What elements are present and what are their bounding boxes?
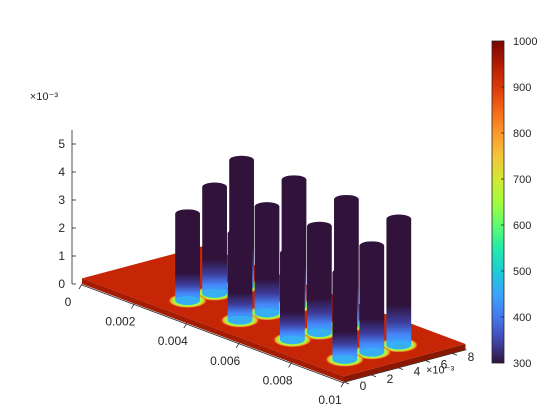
pillar-body — [332, 272, 358, 360]
axes — [71, 130, 467, 388]
colorbar-ticks: 300 400 500 600 700 800 900 1000 — [501, 36, 537, 370]
x-tick-label: 0.006 — [210, 354, 240, 368]
colorbar-tick-label: 400 — [513, 312, 531, 324]
y-tick — [343, 381, 350, 385]
x-tick-label: 0.01 — [318, 393, 342, 407]
colorbar-tick-label: 1000 — [513, 36, 537, 48]
pillar-top-cap — [227, 228, 253, 238]
pillar-top-cap — [386, 214, 412, 224]
colorbar-tick-label: 600 — [513, 220, 531, 232]
pillar-body — [227, 233, 253, 321]
y-tick-label: 4 — [414, 365, 421, 379]
y-tick-label: 6 — [441, 357, 448, 371]
pillar-body — [202, 187, 227, 294]
pillar-top-cap — [334, 194, 359, 204]
colorbar-tick-label: 900 — [513, 82, 531, 94]
z-tick-label: 1 — [58, 249, 65, 263]
pillar-bottom-cap — [359, 347, 385, 357]
pillar-top-cap — [175, 209, 200, 219]
z-tick-label: 3 — [58, 193, 65, 207]
z-tick-label: 2 — [58, 221, 65, 235]
pillar-body — [280, 253, 305, 340]
y-tick — [397, 367, 404, 370]
pillar-bottom-cap — [307, 328, 332, 338]
y-tick-label: 8 — [468, 350, 475, 364]
y-exponent-label: ×10⁻³ — [426, 365, 454, 377]
x-tick — [78, 283, 83, 290]
pillar-body — [254, 206, 280, 313]
x-axis-line — [81, 284, 345, 384]
z-exponent-label: ×10⁻³ — [30, 91, 58, 103]
z-tick-label: 4 — [58, 165, 65, 179]
pillar-body — [359, 245, 385, 353]
z-tick-label: 5 — [58, 137, 65, 151]
pillar-top-cap — [229, 155, 254, 165]
pillar-bottom-cap — [280, 335, 305, 345]
pillar-top-cap — [332, 268, 358, 278]
pillars — [167, 155, 419, 367]
y-axis-line — [344, 349, 467, 383]
colorbar-tick-label: 800 — [513, 128, 531, 140]
pillar-top-cap — [281, 175, 307, 185]
colorbar-tick-label: 300 — [513, 358, 531, 370]
y-tick — [424, 360, 431, 363]
plate-right-face — [344, 344, 466, 382]
y-tick-label: 2 — [387, 372, 394, 386]
pillar-top-cap — [307, 221, 332, 231]
pillar-bottom-cap — [202, 288, 227, 298]
colorbar-tick-label: 500 — [513, 266, 531, 278]
z-tick-label: 0 — [58, 277, 65, 291]
pillar-bottom-cap — [227, 315, 253, 325]
pillar-body — [386, 219, 412, 345]
pillar-top-cap — [359, 241, 385, 251]
pillar-top-cap — [254, 202, 280, 212]
pillar-bottom-cap — [254, 308, 280, 318]
y-tick — [370, 374, 377, 378]
pillar-top-cap — [202, 182, 227, 192]
pillar-body — [175, 213, 200, 301]
y-tick-label: 0 — [360, 379, 367, 393]
pillar-body — [307, 226, 332, 333]
tick-labels: 0 1 2 3 4 5 ×10⁻³ 0 0.002 0.004 0.006 0.008 0.01 0 2 4 6… — [30, 91, 475, 407]
pillar-bottom-cap — [175, 296, 200, 306]
pillar-bottom-cap — [332, 354, 358, 364]
pillar-bottom-cap — [386, 340, 412, 350]
x-tick-label: 0.002 — [105, 315, 135, 329]
x-tick-label: 0.008 — [263, 373, 293, 387]
x-tick-label: 0 — [65, 295, 72, 309]
y-tick — [451, 352, 458, 356]
x-tick-label: 0.004 — [158, 334, 188, 348]
colorbar-fill — [491, 40, 505, 364]
pillar-top-cap — [280, 248, 305, 258]
colorbar-tick-label: 700 — [513, 174, 531, 186]
plate-front-face — [82, 278, 344, 382]
colorbar: 300 400 500 600 700 800 900 1000 — [491, 36, 537, 370]
